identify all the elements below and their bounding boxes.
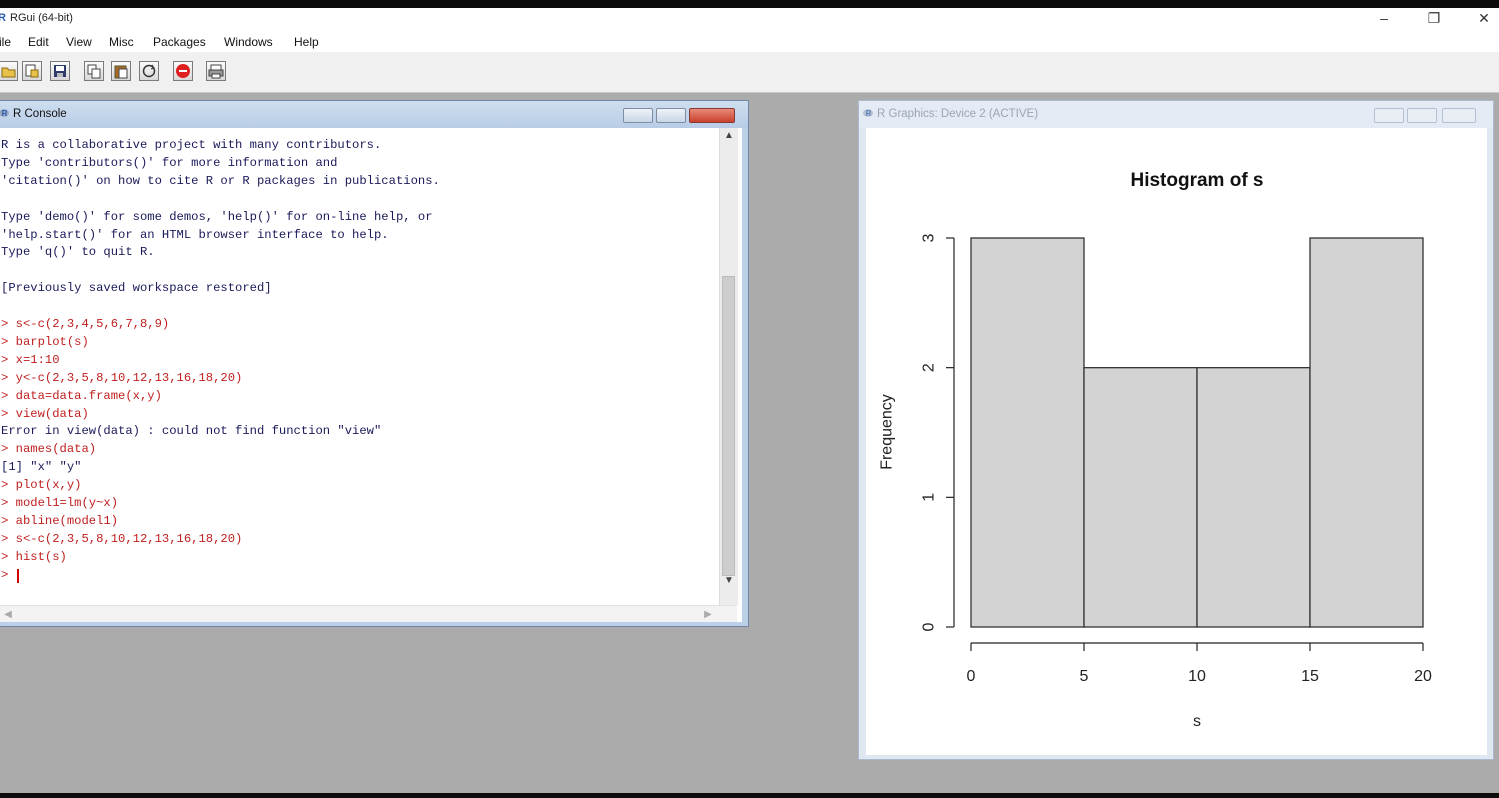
copy-paste-icon[interactable] [139, 61, 159, 81]
r-logo-icon: R [0, 12, 6, 24]
x-tick-label: 0 [967, 668, 976, 685]
console-output-line: Error in view(data) : could not find fun… [1, 424, 382, 439]
graphics-minimize-button[interactable] [1374, 108, 1404, 123]
histogram-bar [970, 237, 1085, 628]
scroll-thumb[interactable] [722, 276, 735, 576]
title-bar: R RGui (64-bit) – ❐ ✕ [0, 8, 1499, 30]
minimize-button[interactable]: – [1380, 10, 1388, 26]
console-maximize-button[interactable] [656, 108, 686, 123]
x-tick-label: 15 [1301, 668, 1319, 685]
y-axis-label: Frequency [879, 394, 896, 470]
scroll-down-icon[interactable]: ▼ [724, 575, 734, 586]
histogram-chart: Histogram of s 0 5 10 15 20 0 1 2 3 s Frequency [879, 170, 1432, 730]
console-title: R Console [13, 108, 67, 120]
console-input-line: > [1, 567, 19, 583]
y-tick-label: 0 [921, 622, 938, 631]
svg-text:R: R [2, 109, 8, 118]
console-input-line: > plot(x,y) [1, 478, 82, 493]
scroll-right-icon[interactable]: ▶ [704, 609, 712, 620]
menu-windows[interactable]: Windows [224, 35, 273, 49]
stop-icon[interactable] [173, 61, 193, 81]
console-output-line: R is a collaborative project with many c… [1, 138, 382, 152]
histogram-bar [1309, 237, 1424, 628]
graphics-maximize-button[interactable] [1407, 108, 1437, 123]
histogram-bar [1083, 367, 1198, 628]
load-workspace-icon[interactable] [22, 61, 42, 81]
open-script-icon[interactable] [0, 61, 18, 81]
histogram-bar [1196, 367, 1311, 628]
console-input-line: > data=data.frame(x,y) [1, 388, 162, 403]
console-input-line: > s<-c(2,3,5,8,10,12,13,16,18,20) [1, 531, 243, 546]
graphics-close-button[interactable] [1442, 108, 1476, 123]
console-output-line: [1] "x" "y" [1, 460, 82, 475]
console-output-line: Type 'contributors()' for more informati… [1, 155, 338, 170]
console-input-line: > y<-c(2,3,5,8,10,12,13,16,18,20) [1, 370, 243, 385]
console-input-line: > abline(model1) [1, 513, 119, 528]
paste-icon[interactable] [111, 61, 131, 81]
console-input-line: > view(data) [1, 406, 89, 421]
x-axis-label: s [1193, 713, 1201, 730]
toolbar [0, 52, 1499, 93]
menu-packages[interactable]: Packages [153, 35, 206, 49]
console-input-line: > names(data) [1, 442, 97, 457]
vertical-scrollbar[interactable]: ▲ ▼ [719, 128, 738, 605]
console-title-bar[interactable]: R R Console [0, 101, 748, 128]
console-output-line: 'citation()' on how to cite R or R packa… [1, 173, 440, 188]
r-logo-icon: R [0, 109, 9, 118]
console-output-line: Type 'demo()' for some demos, 'help()' f… [1, 209, 433, 224]
console-input-line: > hist(s) [1, 549, 67, 564]
close-button[interactable]: ✕ [1478, 10, 1490, 26]
console-input-line: > x=1:10 [1, 352, 60, 367]
console-output-line: Type 'q()' to quit R. [1, 245, 155, 260]
graphics-title: R Graphics: Device 2 (ACTIVE) [877, 108, 1039, 120]
copy-icon[interactable] [84, 61, 104, 81]
r-logo-icon: R [863, 109, 873, 118]
svg-text:R: R [866, 109, 872, 118]
r-graphics-window[interactable]: R R Graphics: Device 2 (ACTIVE) Histogra… [858, 100, 1494, 760]
console-input-line: > model1=lm(y~x) [1, 496, 119, 510]
restore-button[interactable]: ❐ [1427, 10, 1441, 26]
r-console-window[interactable]: R R Console R is a collaborative project… [0, 100, 749, 627]
taskbar-strip [0, 793, 1499, 798]
console-close-button[interactable] [689, 108, 735, 123]
x-tick-label: 5 [1080, 668, 1089, 685]
chart-title: Histogram of s [1130, 170, 1263, 191]
console-output-line: [Previously saved workspace restored] [1, 281, 272, 296]
histogram-plot-area: Histogram of s 0 5 10 15 20 0 1 2 3 s Frequency [866, 128, 1487, 755]
menu-file[interactable]: ile [0, 35, 12, 49]
menu-edit[interactable]: Edit [28, 35, 49, 49]
console-minimize-button[interactable] [623, 108, 653, 123]
y-tick-label: 1 [921, 493, 938, 502]
menu-view[interactable]: View [66, 35, 92, 49]
menu-bar: ile Edit View Misc Packages Windows Help [0, 30, 1499, 52]
console-output-line: 'help.start()' for an HTML browser inter… [1, 227, 389, 242]
console-output[interactable]: R is a collaborative project with many c… [0, 128, 742, 622]
rgui-app: R RGui (64-bit) – ❐ ✕ ile Edit View Misc… [0, 8, 1499, 793]
menu-misc[interactable]: Misc [109, 35, 134, 49]
console-input-line: > s<-c(2,3,4,5,6,7,8,9) [1, 317, 170, 331]
print-icon[interactable] [206, 61, 226, 81]
x-tick-label: 10 [1188, 668, 1206, 685]
console-input-line: > barplot(s) [1, 334, 89, 349]
scroll-up-icon[interactable]: ▲ [724, 130, 734, 141]
text-cursor [17, 568, 19, 583]
scroll-left-icon[interactable]: ◀ [4, 609, 12, 620]
graphics-title-bar[interactable]: R R Graphics: Device 2 (ACTIVE) [859, 101, 1493, 128]
menu-help[interactable]: Help [294, 35, 319, 49]
horizontal-scrollbar[interactable]: ◀ ▶ [0, 605, 737, 622]
save-icon[interactable] [50, 61, 70, 81]
y-tick-label: 2 [921, 363, 938, 372]
y-tick-label: 3 [921, 233, 938, 242]
x-tick-label: 20 [1414, 668, 1432, 685]
app-title: RGui (64-bit) [10, 12, 73, 24]
